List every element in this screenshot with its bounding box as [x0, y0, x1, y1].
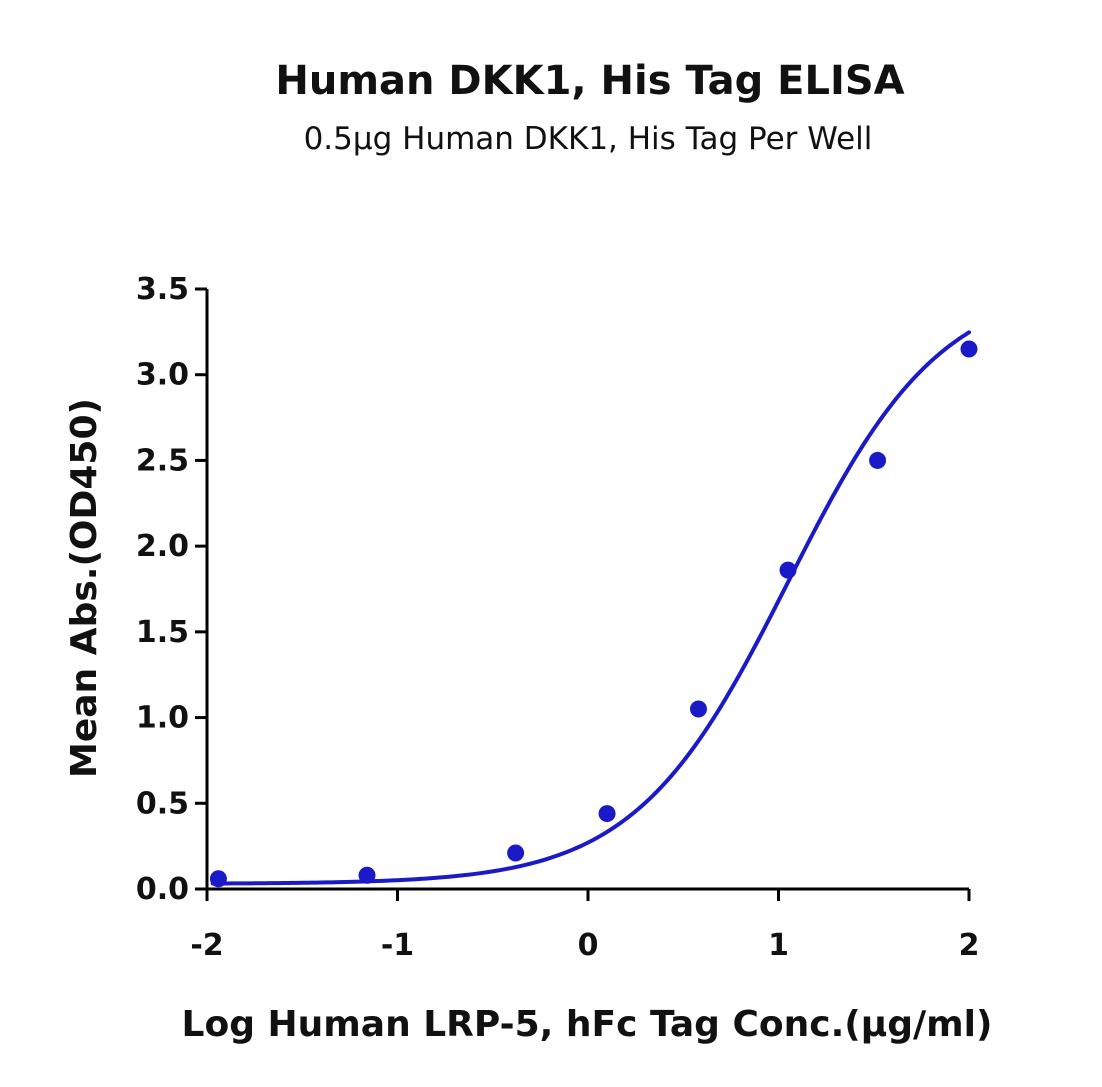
- x-tick-label: 2: [959, 928, 980, 963]
- fit-curve-group: [210, 330, 971, 886]
- x-axis: -2 -1 0 1 2: [190, 887, 980, 963]
- y-tick-label: 1.5: [136, 615, 189, 650]
- data-point: [358, 866, 376, 884]
- y-axis: 0.0 0.5 1.0 1.5 2.0 2.5 3.0 3.5: [136, 272, 209, 907]
- fit-curve: [210, 330, 971, 886]
- y-tick-label: 2.5: [136, 443, 189, 478]
- x-tick-label: -2: [190, 928, 223, 963]
- data-point: [598, 805, 616, 823]
- y-tick-label: 0.0: [136, 872, 189, 907]
- data-point: [209, 870, 227, 888]
- x-axis-label: Log Human LRP-5, hFc Tag Conc.(µg/ml): [182, 1004, 993, 1045]
- data-point: [507, 844, 525, 862]
- y-tick-label: 2.0: [136, 529, 189, 564]
- data-point: [689, 700, 707, 718]
- y-axis-label: Mean Abs.(OD450): [64, 398, 105, 778]
- data-point: [869, 451, 887, 469]
- y-tick-label: 0.5: [136, 786, 189, 821]
- data-point: [779, 561, 797, 579]
- x-tick-label: -1: [381, 928, 414, 963]
- data-point: [960, 340, 978, 358]
- y-tick-label: 3.0: [136, 358, 189, 393]
- x-tick-label: 1: [768, 928, 789, 963]
- chart-subtitle: 0.5µg Human DKK1, His Tag Per Well: [304, 121, 873, 157]
- y-tick-label: 3.5: [136, 272, 189, 307]
- chart-title: Human DKK1, His Tag ELISA: [275, 58, 904, 104]
- x-tick-label: 0: [578, 928, 599, 963]
- data-points-group: [209, 340, 978, 888]
- y-tick-label: 1.0: [136, 701, 189, 736]
